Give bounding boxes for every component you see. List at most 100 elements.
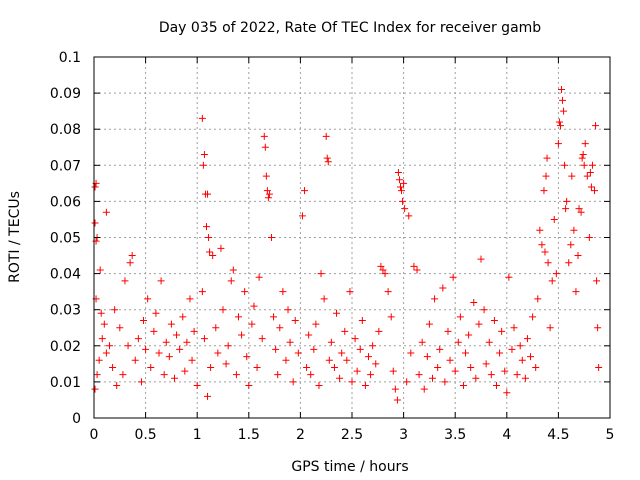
data-point <box>550 215 558 223</box>
data-point <box>592 122 600 130</box>
data-point <box>100 320 108 328</box>
data-point <box>454 338 462 346</box>
data-point <box>234 313 242 321</box>
data-point <box>508 345 516 353</box>
data-point <box>291 317 299 325</box>
data-point <box>441 378 449 386</box>
data-point <box>167 320 175 328</box>
data-point <box>262 172 270 180</box>
data-point <box>423 353 431 361</box>
x-tick-labels: 0 0.5 1 1.5 2 2.5 3 3.5 4 4.5 5 <box>90 427 615 443</box>
data-point <box>456 313 464 321</box>
data-point <box>204 392 212 400</box>
data-point <box>289 378 297 386</box>
data-point <box>395 176 403 184</box>
data-point <box>451 367 459 375</box>
data-point <box>418 338 426 346</box>
data-point <box>475 320 483 328</box>
data-point <box>449 273 457 281</box>
data-point <box>561 161 569 169</box>
data-point <box>399 197 407 205</box>
data-point <box>276 324 284 332</box>
data-point <box>585 234 593 241</box>
data-point <box>420 385 428 393</box>
data-point <box>518 356 526 364</box>
data-point <box>165 353 173 361</box>
y-tick-label: 0.07 <box>50 158 81 174</box>
data-point <box>147 363 155 371</box>
data-point <box>444 327 452 335</box>
data-point <box>503 389 511 397</box>
data-point <box>588 161 596 169</box>
data-point <box>465 331 473 339</box>
y-tick-labels: 0 0.01 0.02 0.03 0.04 0.05 0.06 0.07 0.08 0.09 0.1 <box>50 50 81 427</box>
data-point <box>482 360 490 368</box>
data-point <box>393 396 401 404</box>
data-point <box>119 371 127 379</box>
x-tick-label: 5 <box>606 427 615 443</box>
data-point <box>496 349 504 357</box>
data-point <box>91 183 99 191</box>
data-point <box>336 374 344 382</box>
data-point <box>152 309 160 317</box>
data-point <box>274 371 282 379</box>
x-tick-label: 1.5 <box>238 427 260 443</box>
data-point <box>198 114 206 122</box>
data-point <box>155 349 163 357</box>
data-point <box>91 219 99 227</box>
data-point <box>207 363 215 371</box>
data-point <box>193 382 201 390</box>
x-tick-label: 0 <box>90 427 99 443</box>
data-point <box>250 302 258 310</box>
data-point <box>358 317 366 325</box>
data-point <box>485 338 493 346</box>
y-tick-label: 0.04 <box>50 267 81 283</box>
data-point <box>391 385 399 393</box>
data-point <box>199 161 207 169</box>
data-point <box>260 132 268 140</box>
data-point <box>109 363 117 371</box>
grid-lines <box>94 57 610 418</box>
data-point <box>255 273 263 281</box>
y-axis-label: ROTI / TECUs <box>7 191 23 283</box>
data-point <box>327 338 335 346</box>
x-tick-label: 3.5 <box>444 427 466 443</box>
data-point <box>105 342 113 350</box>
data-point <box>540 187 548 195</box>
data-point <box>330 363 338 371</box>
data-point <box>577 208 585 216</box>
data-point <box>405 212 413 220</box>
data-point <box>301 187 309 195</box>
data-point <box>492 382 500 390</box>
data-point <box>243 353 251 361</box>
data-point <box>361 382 369 390</box>
data-point <box>565 259 573 267</box>
data-point <box>282 356 290 364</box>
data-point <box>434 363 442 371</box>
data-point <box>586 169 594 177</box>
data-point <box>241 288 249 296</box>
data-point <box>375 327 383 335</box>
data-point <box>303 363 311 371</box>
data-point <box>556 122 564 130</box>
y-tick-label: 0.09 <box>50 86 81 102</box>
data-point <box>324 158 332 166</box>
data-point <box>307 371 315 379</box>
data-point <box>562 205 570 213</box>
data-point <box>176 345 184 353</box>
data-point <box>333 309 341 317</box>
data-point <box>446 356 454 364</box>
data-point <box>557 85 565 93</box>
data-point <box>202 223 210 231</box>
data-point <box>126 259 134 267</box>
data-point <box>534 295 542 303</box>
data-point <box>93 371 101 379</box>
y-tick-label: 0 <box>72 411 81 427</box>
y-tick-label: 0.03 <box>50 303 81 319</box>
data-point <box>538 241 546 249</box>
data-point <box>379 266 387 274</box>
y-tick-label: 0.01 <box>50 375 81 391</box>
data-point <box>217 244 225 252</box>
chart-title: Day 035 of 2022, Rate Of TEC Index for r… <box>159 20 541 36</box>
